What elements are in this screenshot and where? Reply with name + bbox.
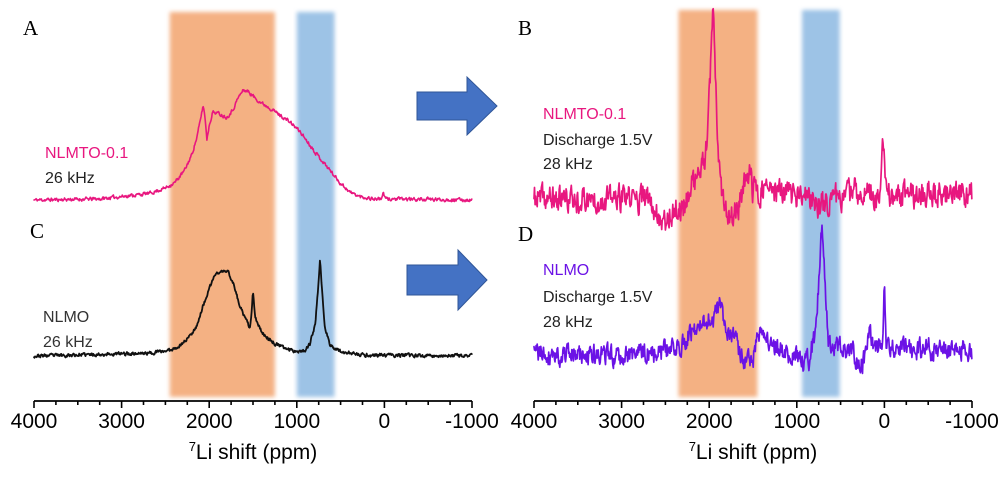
arrow-right-icon (416, 75, 498, 137)
chart-left: 4000 3000 2000 1000 0 -1000 7Li shift (ppm) (11, 12, 499, 464)
x-tick-label: 4000 (511, 410, 558, 433)
x-tick-label: 2000 (186, 410, 233, 433)
x-tick-label: 0 (379, 410, 391, 433)
x-axis: 4000 3000 2000 1000 0 -1000 7Li shift (ppm) (511, 400, 999, 464)
sample-label: NLMO (543, 262, 589, 279)
x-tick-label: 2000 (686, 410, 733, 433)
x-axis-title-text: Li shift (ppm) (696, 441, 817, 464)
state-label: Discharge 1.5V (543, 132, 653, 149)
sample-label: NLMTO-0.1 (543, 106, 626, 123)
state-label: Discharge 1.5V (543, 289, 653, 306)
x-tick-label: 1000 (273, 410, 320, 433)
spectra (533, 7, 973, 375)
x-tick-label: 4000 (11, 410, 58, 433)
isotope-superscript: 7 (689, 439, 696, 454)
spin-rate-label: 26 kHz (45, 170, 95, 187)
spectrum-line-d (533, 224, 973, 375)
arrow-right-icon (406, 248, 488, 312)
x-axis-title: 7Li shift (ppm) (689, 439, 818, 464)
x-tick-label: 3000 (98, 410, 145, 433)
x-tick-label: 0 (879, 410, 891, 433)
panel-letter-b: B (518, 16, 532, 40)
blue-highlight-band (296, 12, 335, 397)
panel-letter-d: D (518, 222, 533, 246)
sample-label: NLMTO-0.1 (45, 145, 128, 162)
highlight-bands (678, 10, 840, 397)
chart-right: 4000 3000 2000 1000 0 -1000 7Li shift (ppm) (511, 7, 999, 464)
spin-rate-label: 26 kHz (43, 334, 93, 351)
panel-letter-a: A (23, 16, 39, 40)
highlight-bands (169, 12, 335, 397)
panel-letter-c: C (30, 219, 44, 243)
spin-rate-label: 28 kHz (543, 156, 593, 173)
x-tick-label: 3000 (598, 410, 645, 433)
x-axis-title-text: Li shift (ppm) (196, 441, 317, 464)
x-tick-label: -1000 (945, 410, 999, 433)
x-tick-label: -1000 (445, 410, 499, 433)
spin-rate-label: 28 kHz (543, 314, 593, 331)
spectra (33, 88, 473, 359)
x-tick-label: 1000 (773, 410, 820, 433)
spectrum-line-c (33, 259, 473, 359)
spectrum-line-a (33, 88, 473, 203)
x-axis-title: 7Li shift (ppm) (189, 439, 318, 464)
sample-label: NLMO (43, 309, 89, 326)
isotope-superscript: 7 (189, 439, 196, 454)
orange-highlight-band (169, 12, 275, 397)
spectrum-line-b (533, 7, 973, 231)
x-axis: 4000 3000 2000 1000 0 -1000 7Li shift (ppm) (11, 400, 499, 464)
